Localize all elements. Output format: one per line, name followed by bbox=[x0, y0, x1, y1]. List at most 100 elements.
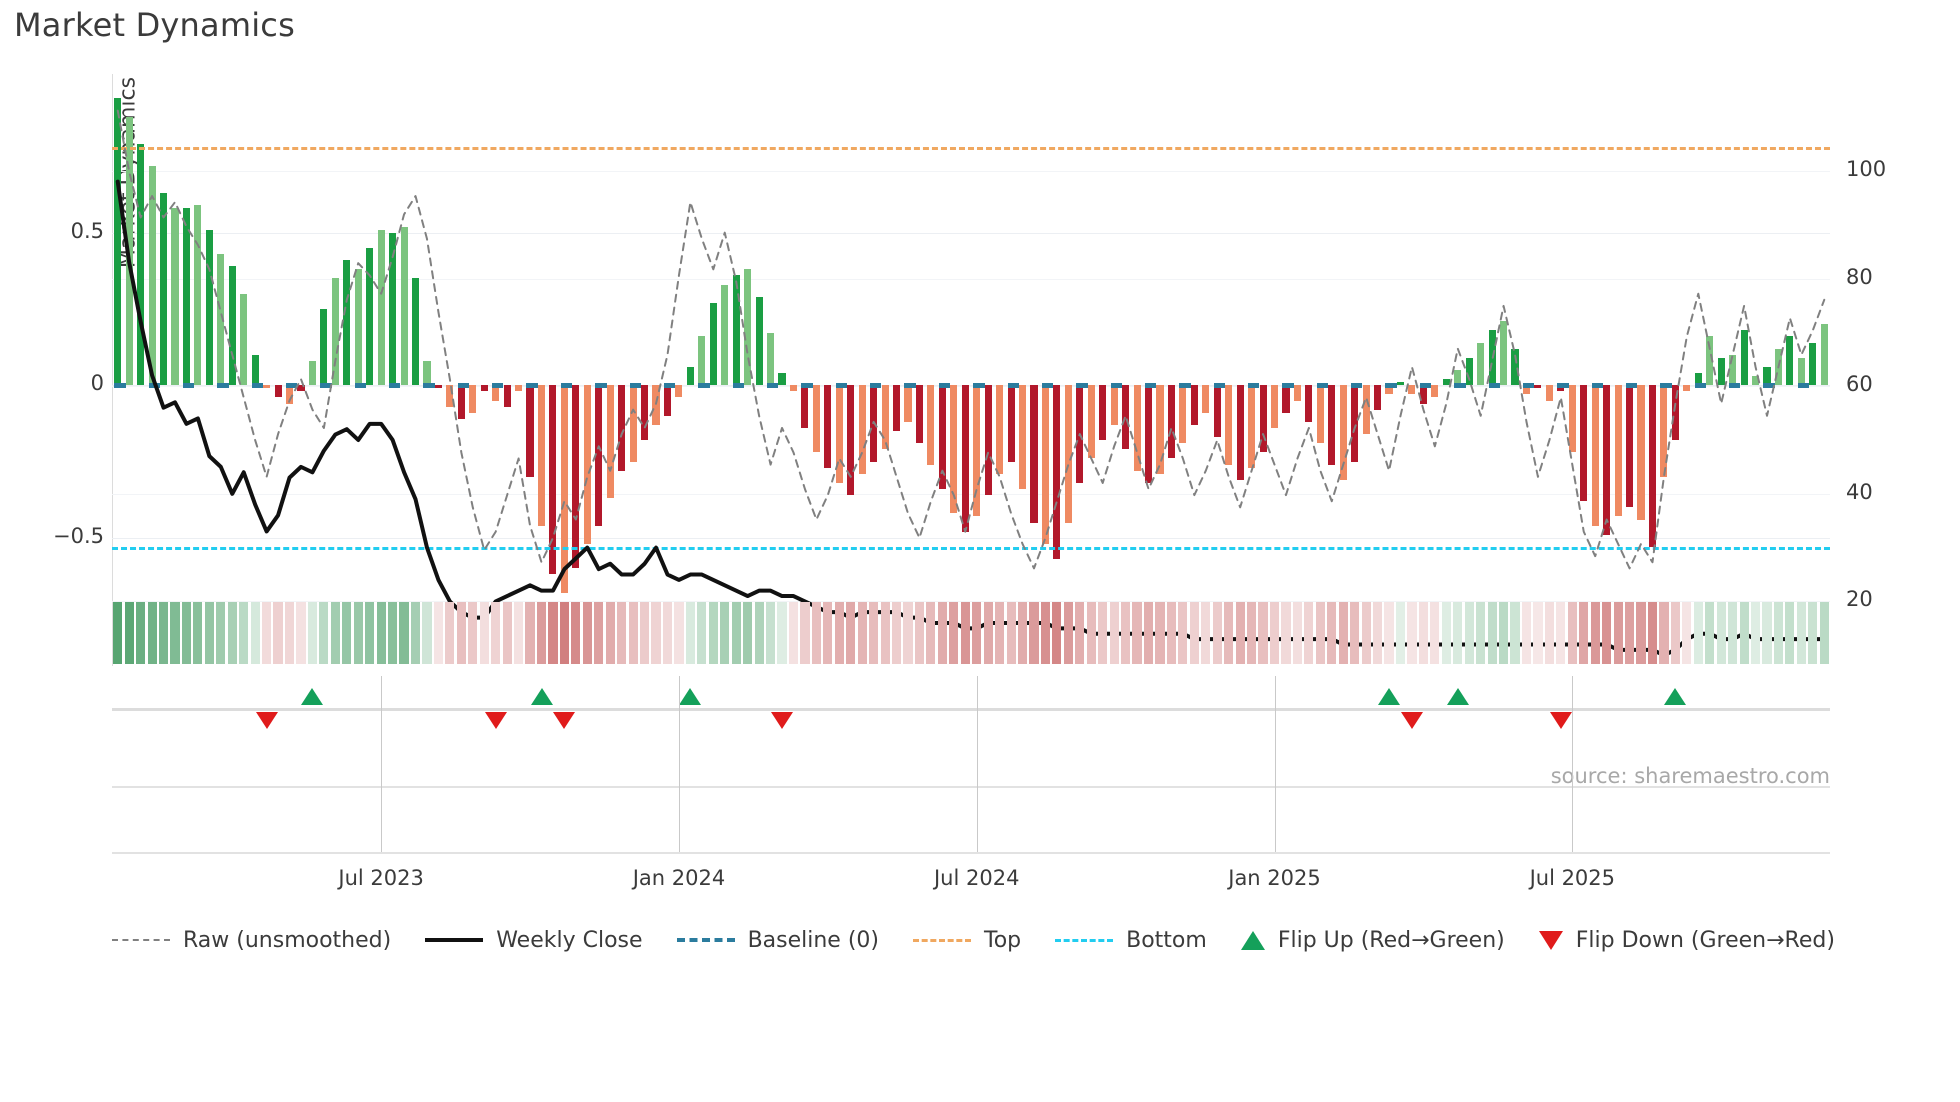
baseline-dash bbox=[1694, 383, 1707, 389]
bar bbox=[1293, 385, 1301, 401]
divider-rule-2 bbox=[112, 852, 1830, 854]
legend-item-flip-down[interactable]: Flip Down (Green→Red) bbox=[1538, 928, 1835, 953]
bar bbox=[457, 385, 465, 419]
baseline-dash bbox=[1179, 383, 1191, 389]
bar bbox=[984, 385, 992, 496]
bar bbox=[1339, 385, 1347, 480]
heatmap-cell bbox=[514, 602, 524, 664]
heatmap-cell bbox=[262, 602, 272, 664]
y-tick-right-2: 60 bbox=[1846, 372, 1873, 397]
heatmap-cell bbox=[674, 602, 684, 664]
bar bbox=[1099, 385, 1107, 441]
bar bbox=[515, 385, 523, 392]
green-up-triangle-icon bbox=[1240, 930, 1265, 950]
bar bbox=[709, 302, 717, 386]
bar bbox=[973, 385, 981, 517]
bar bbox=[366, 247, 374, 386]
legend-item-weekly[interactable]: Weekly Close bbox=[425, 927, 643, 953]
heatmap-cell bbox=[1235, 602, 1245, 664]
solid-black-line-icon bbox=[425, 938, 484, 942]
heatmap-cell bbox=[1464, 602, 1474, 664]
bar bbox=[1580, 385, 1588, 502]
heatmap-cell bbox=[1247, 602, 1257, 664]
bar bbox=[354, 269, 362, 386]
bar bbox=[1236, 385, 1244, 480]
divider-rule-1 bbox=[112, 786, 1830, 788]
bar bbox=[1637, 385, 1645, 520]
bar bbox=[824, 385, 832, 468]
legend-item-flip-up[interactable]: Flip Up (Red→Green) bbox=[1240, 927, 1505, 953]
legend-item-baseline[interactable]: Baseline (0) bbox=[676, 928, 879, 953]
heatmap-cell bbox=[273, 602, 283, 664]
heatmap-cell bbox=[296, 602, 306, 664]
bar bbox=[606, 385, 614, 499]
heatmap-cell bbox=[422, 602, 432, 664]
bar bbox=[961, 385, 969, 532]
heatmap-cell bbox=[525, 602, 535, 664]
heatmap-cell bbox=[1338, 602, 1348, 664]
legend-label: Weekly Close bbox=[496, 927, 643, 953]
x-tick-mark bbox=[678, 676, 680, 852]
chart-legend: Raw (unsmoothed) Weekly Close Baseline (0)… bbox=[112, 918, 1852, 962]
bar bbox=[389, 232, 397, 386]
heatmap-cell bbox=[1602, 602, 1612, 664]
bar bbox=[1018, 385, 1027, 489]
heatmap-cell bbox=[1556, 602, 1566, 664]
baseline-dash bbox=[423, 383, 435, 389]
baseline-dash bbox=[1110, 383, 1122, 389]
bar bbox=[1328, 385, 1336, 465]
bar bbox=[469, 385, 477, 413]
legend-item-bottom[interactable]: Bottom bbox=[1055, 928, 1207, 953]
legend-label: Bottom bbox=[1126, 927, 1207, 953]
bar bbox=[1706, 336, 1714, 386]
x-tick-mark bbox=[381, 676, 383, 852]
bar bbox=[996, 385, 1004, 474]
heatmap-cell bbox=[1773, 602, 1784, 664]
heatmap-cell bbox=[800, 602, 810, 664]
heatmap-cell bbox=[479, 602, 489, 664]
bar bbox=[526, 385, 534, 477]
bar bbox=[1351, 385, 1359, 462]
flip-up-marker bbox=[1378, 688, 1401, 705]
flip-up-marker bbox=[1664, 688, 1687, 705]
baseline-dash bbox=[1316, 383, 1329, 389]
bar bbox=[205, 229, 213, 386]
heatmap-cell bbox=[1521, 602, 1532, 664]
bar bbox=[240, 293, 248, 386]
heatmap-cell bbox=[1441, 602, 1451, 664]
raw-unsmoothed-line bbox=[116, 109, 1826, 570]
heatmap-cell bbox=[594, 602, 604, 664]
y-tick-right-3: 40 bbox=[1846, 479, 1873, 504]
heatmap-cell bbox=[1086, 602, 1096, 664]
bar bbox=[927, 385, 935, 465]
bar bbox=[835, 385, 843, 483]
baseline-dash bbox=[1626, 383, 1638, 389]
heatmap-cell bbox=[720, 602, 730, 664]
gridline-right-100 bbox=[112, 170, 1830, 172]
legend-item-raw[interactable]: Raw (unsmoothed) bbox=[112, 928, 391, 953]
heatmap-cell bbox=[307, 602, 317, 664]
bar bbox=[1167, 385, 1175, 459]
baseline-dash bbox=[457, 383, 470, 389]
bar bbox=[1362, 385, 1370, 435]
heatmap-cell bbox=[1716, 602, 1726, 664]
heatmap-cell bbox=[1476, 602, 1486, 664]
bar bbox=[767, 333, 775, 386]
bar bbox=[114, 98, 122, 386]
legend-label: Flip Up (Red→Green) bbox=[1277, 927, 1505, 953]
heatmap-cell bbox=[1155, 602, 1165, 664]
bar bbox=[1041, 385, 1049, 544]
heatmap-cell bbox=[353, 602, 363, 664]
bar bbox=[1614, 385, 1622, 517]
heatmap-cell bbox=[1224, 602, 1234, 664]
baseline-dash bbox=[1351, 383, 1363, 389]
heatmap-cell bbox=[1510, 602, 1520, 664]
bar bbox=[1259, 385, 1267, 453]
legend-item-top[interactable]: Top bbox=[913, 928, 1021, 953]
heatmap-cell bbox=[823, 602, 833, 664]
heatmap-cell bbox=[1109, 602, 1119, 664]
baseline-dash bbox=[492, 383, 504, 389]
baseline-dash bbox=[1591, 383, 1603, 389]
y-tick-right-0: 100 bbox=[1846, 156, 1887, 181]
bar bbox=[1500, 321, 1508, 386]
